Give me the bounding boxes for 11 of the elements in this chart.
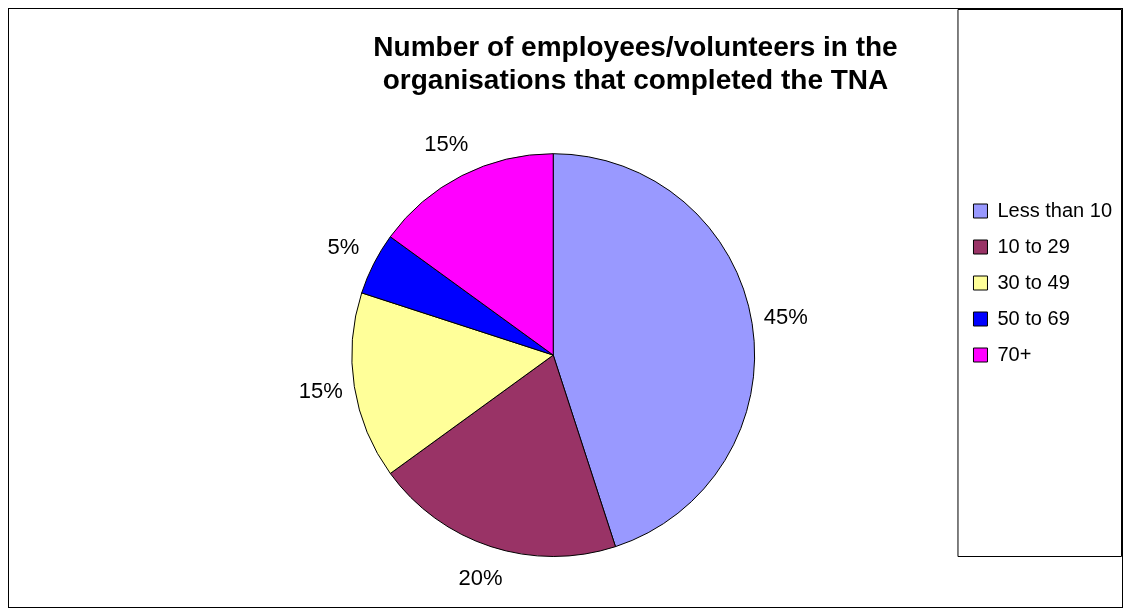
text: Number of employees/volunteers in the organisations that completed the TNA: [373, 30, 898, 96]
data-label: 15%: [298, 377, 343, 403]
legend-label: 10 to 29: [997, 234, 1070, 257]
legend-label: 30 to 49: [997, 270, 1070, 293]
data-label: 45%: [763, 304, 808, 330]
legend-label: 70+: [997, 342, 1032, 365]
legend-label: 50 to 69: [997, 306, 1070, 329]
data-label: 5%: [327, 234, 360, 260]
data-label: 20%: [458, 565, 503, 591]
data-label: 15%: [424, 131, 469, 157]
legend-label: Less than 10: [997, 198, 1112, 221]
